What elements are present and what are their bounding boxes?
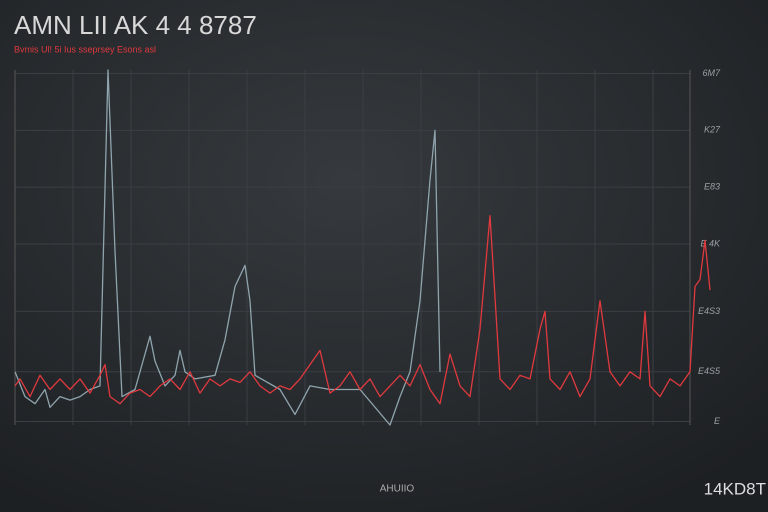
y2-tick-label: 6M7 <box>702 68 721 78</box>
y2-tick-label: E <box>714 416 721 426</box>
y2-tick-label: K27 <box>704 125 721 135</box>
plot-area: 6M7 K27 E83 E 4K E4S3 E4S5 E <box>14 68 721 426</box>
corner-label: 14KD8T <box>704 479 766 498</box>
chart-subtitle: Bvmis Ul! 5i Ius sseprsey Esons asl <box>14 44 156 54</box>
x-axis-label: AHUIIO <box>380 484 415 495</box>
chart-title: AMN LII AK 4 4 8787 <box>14 10 257 40</box>
series-line <box>14 69 441 426</box>
y2-tick-label: E4S3 <box>698 306 720 316</box>
y2-tick-label: E4S5 <box>698 366 721 376</box>
y2-tick-label: E83 <box>704 182 720 192</box>
y2-tick-label: E 4K <box>700 238 721 248</box>
series-line <box>14 214 711 405</box>
